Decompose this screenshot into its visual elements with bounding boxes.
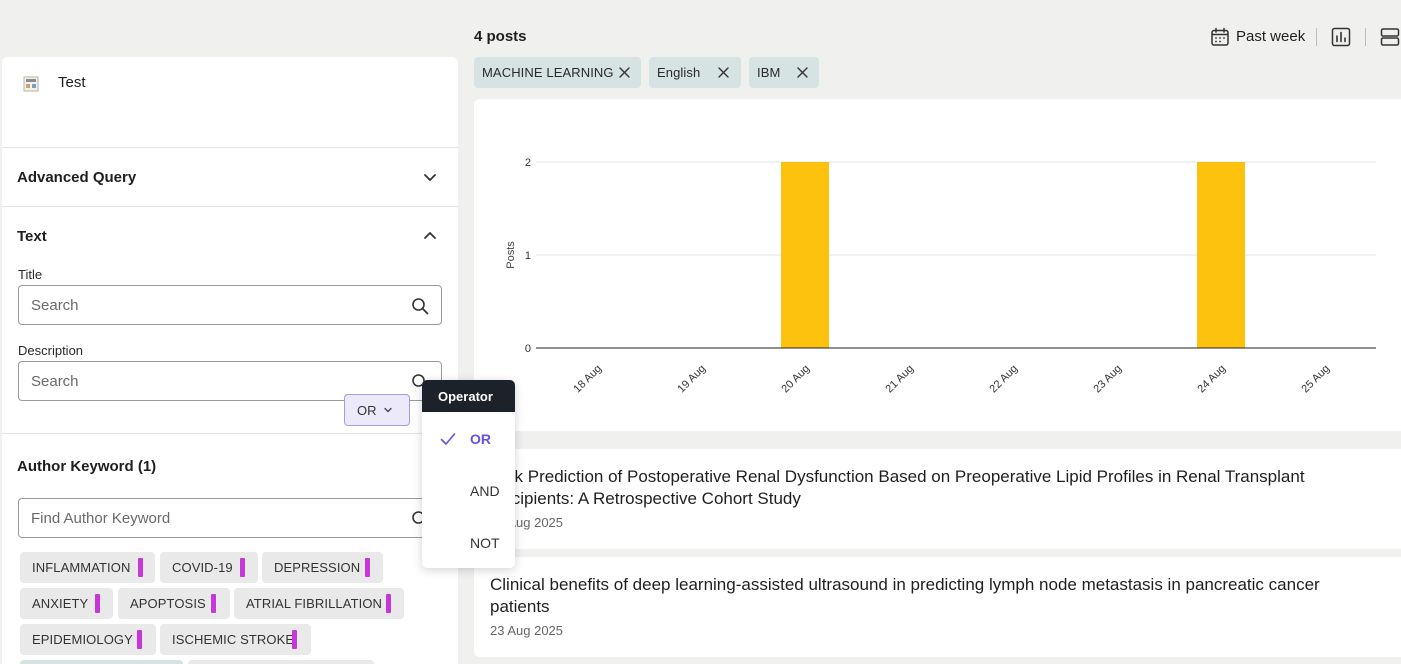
keyword-chip[interactable]: EPIDEMIOLOGY bbox=[20, 624, 156, 655]
x-tick-label: 23 Aug bbox=[1091, 363, 1124, 396]
keyword-chip[interactable]: COVID-19 bbox=[160, 552, 258, 583]
keyword-color-bar bbox=[95, 594, 100, 613]
y-tick-label: 0 bbox=[525, 343, 531, 355]
post-title[interactable]: Clinical benefits of deep learning-assis… bbox=[490, 575, 1320, 616]
x-tick-label: 25 Aug bbox=[1299, 363, 1332, 396]
operator-select-button[interactable]: OR bbox=[344, 394, 410, 426]
posts-chart-card: 0 1 2 Posts 18 Aug 19 Aug 20 Aug 21 Aug 22 Aug 23… bbox=[474, 99, 1401, 431]
post-card[interactable]: Risk Prediction of Postoperative Renal D… bbox=[474, 449, 1401, 549]
keyword-color-bar bbox=[386, 594, 391, 613]
keyword-chip-label: DEPRESSION bbox=[274, 560, 361, 575]
operator-option-label: AND bbox=[470, 483, 500, 499]
operator-option-or[interactable]: OR bbox=[422, 414, 515, 464]
project-header: Test bbox=[2, 57, 458, 147]
period-label: Past week bbox=[1236, 28, 1306, 45]
filter-panel: Test Advanced Query Text Title Descripti… bbox=[2, 57, 458, 664]
y-tick-label: 1 bbox=[525, 250, 531, 262]
operator-value: OR bbox=[357, 403, 377, 418]
toolbar-separator bbox=[1365, 28, 1366, 46]
operator-option-label: NOT bbox=[470, 535, 500, 551]
list-view-icon[interactable] bbox=[1380, 27, 1400, 47]
title-search-field[interactable] bbox=[18, 285, 442, 325]
description-search-field[interactable] bbox=[18, 361, 442, 401]
calendar-icon bbox=[1211, 27, 1229, 46]
advanced-query-section[interactable]: Advanced Query bbox=[2, 148, 458, 206]
x-tick-label: 21 Aug bbox=[883, 363, 916, 396]
chevron-down-icon bbox=[424, 174, 436, 181]
toolbar-separator bbox=[1316, 28, 1317, 46]
active-filter-chip: English bbox=[649, 57, 741, 88]
text-section-header[interactable]: Text bbox=[2, 207, 458, 265]
post-title[interactable]: Risk Prediction of Postoperative Renal D… bbox=[490, 467, 1305, 508]
keyword-color-bar bbox=[240, 558, 245, 577]
keyword-chip-label: ISCHEMIC STROKE bbox=[172, 632, 295, 647]
operator-dropdown: Operator OR AND NOT bbox=[422, 380, 515, 568]
operator-dropdown-header: Operator bbox=[422, 380, 515, 412]
x-tick-label: 19 Aug bbox=[675, 363, 708, 396]
operator-option-and[interactable]: AND bbox=[422, 466, 515, 516]
keyword-chip-label: ANXIETY bbox=[32, 596, 89, 611]
keyword-color-bar bbox=[138, 558, 143, 577]
x-tick-label: 22 Aug bbox=[987, 363, 1020, 396]
bar-chart-icon[interactable] bbox=[1331, 27, 1351, 47]
keyword-chip-label: APOPTOSIS bbox=[130, 596, 206, 611]
posts-bar-chart: 0 1 2 Posts 18 Aug 19 Aug 20 Aug 21 Aug 22 Aug 23… bbox=[505, 157, 1376, 396]
advanced-query-label: Advanced Query bbox=[17, 169, 137, 186]
author-keyword-label: Author Keyword (1) bbox=[17, 458, 157, 475]
text-section-label: Text bbox=[17, 228, 47, 245]
filter-chip-label: IBM bbox=[757, 65, 781, 80]
post-date: 23 Aug 2025 bbox=[490, 623, 564, 638]
keyword-chip[interactable]: DEPRESSION bbox=[262, 552, 383, 583]
keyword-chip[interactable]: ISCHEMIC STROKE bbox=[160, 624, 311, 655]
project-logo-icon bbox=[23, 76, 39, 92]
keyword-chip[interactable] bbox=[20, 660, 183, 664]
title-search-input[interactable] bbox=[19, 286, 441, 324]
filter-chip-label: MACHINE LEARNING bbox=[482, 65, 614, 80]
search-icon[interactable] bbox=[411, 297, 429, 315]
keyword-chip-label: EPIDEMIOLOGY bbox=[32, 632, 133, 647]
posts-count: 4 posts bbox=[474, 28, 527, 45]
close-icon[interactable] bbox=[796, 66, 809, 79]
x-tick-label: 24 Aug bbox=[1195, 363, 1228, 396]
author-keyword-search-field[interactable] bbox=[18, 498, 442, 538]
chevron-down-icon bbox=[384, 407, 392, 413]
keyword-color-bar bbox=[137, 630, 142, 649]
keyword-chip[interactable]: APOPTOSIS bbox=[118, 588, 230, 619]
keyword-color-bar bbox=[292, 630, 297, 649]
description-search-input[interactable] bbox=[19, 362, 441, 400]
divider bbox=[2, 147, 458, 148]
post-card[interactable]: Clinical benefits of deep learning-assis… bbox=[474, 557, 1401, 657]
keyword-chip[interactable]: ATRIAL FIBRILLATION bbox=[234, 588, 404, 619]
keyword-chip-label: COVID-19 bbox=[172, 560, 233, 575]
keyword-color-bar bbox=[211, 594, 216, 613]
active-filter-chip: MACHINE LEARNING bbox=[474, 57, 641, 88]
keyword-chip[interactable] bbox=[188, 660, 374, 664]
divider bbox=[2, 433, 458, 434]
description-label: Description bbox=[18, 343, 84, 358]
chart-bar bbox=[1197, 162, 1245, 348]
chart-bar bbox=[781, 162, 829, 348]
chevron-up-icon bbox=[424, 232, 436, 239]
keyword-chip[interactable]: INFLAMMATION bbox=[20, 552, 155, 583]
project-name: Test bbox=[58, 74, 86, 91]
author-keyword-input[interactable] bbox=[19, 499, 441, 537]
close-icon[interactable] bbox=[618, 66, 631, 79]
divider bbox=[2, 206, 458, 207]
check-icon bbox=[440, 433, 456, 445]
y-axis-label: Posts bbox=[505, 241, 517, 269]
close-icon[interactable] bbox=[717, 66, 730, 79]
keyword-chip-label: INFLAMMATION bbox=[32, 560, 131, 575]
keyword-chip[interactable]: ANXIETY bbox=[20, 588, 113, 619]
operator-option-not[interactable]: NOT bbox=[422, 518, 515, 568]
y-tick-label: 2 bbox=[525, 157, 531, 169]
keyword-chip-label: ATRIAL FIBRILLATION bbox=[246, 596, 383, 611]
keyword-color-bar bbox=[365, 558, 370, 577]
operator-option-label: OR bbox=[470, 431, 491, 447]
operator-dropdown-title: Operator bbox=[438, 389, 493, 404]
x-tick-label: 20 Aug bbox=[779, 363, 812, 396]
x-tick-label: 18 Aug bbox=[571, 363, 604, 396]
filter-chip-label: English bbox=[657, 65, 701, 80]
title-label: Title bbox=[18, 267, 43, 282]
active-filter-chip: IBM bbox=[749, 57, 819, 88]
